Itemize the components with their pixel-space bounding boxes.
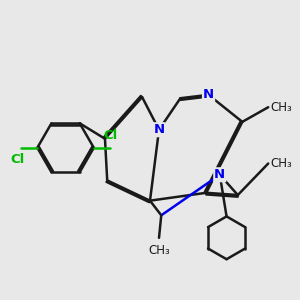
Text: N: N [153,123,165,136]
Text: Cl: Cl [103,129,117,142]
Text: N: N [203,88,214,101]
Text: Cl: Cl [10,153,25,166]
Text: N: N [214,168,225,181]
Text: CH₃: CH₃ [271,157,292,170]
Text: CH₃: CH₃ [148,244,170,257]
Text: CH₃: CH₃ [271,101,292,114]
